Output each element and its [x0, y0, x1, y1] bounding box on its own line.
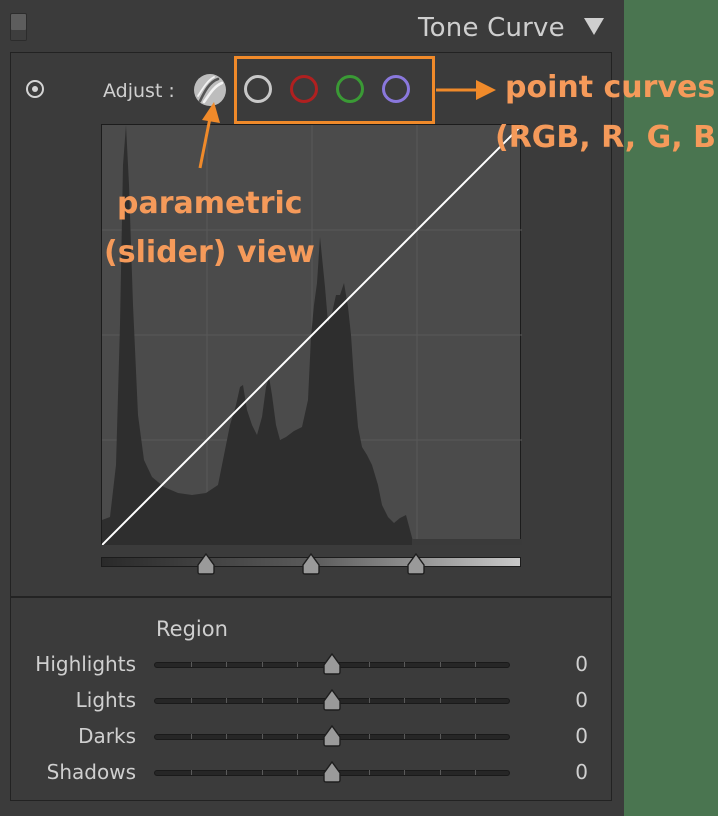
slider-tick	[190, 734, 192, 739]
point-curves-annotation: point curves	[505, 70, 716, 105]
slider-tick	[226, 698, 228, 703]
slider-tick	[368, 698, 370, 703]
slider-tick	[190, 662, 192, 667]
slider-tick	[297, 662, 299, 667]
slider-tick	[475, 734, 477, 739]
histogram-tail	[412, 539, 522, 545]
section-divider	[10, 596, 612, 598]
triangle-down-icon[interactable]	[584, 18, 604, 35]
slider-tick	[297, 698, 299, 703]
slider-tick	[368, 770, 370, 775]
region-slider-value: 0	[575, 724, 588, 748]
region-slider-row: Darks 0	[0, 722, 624, 752]
slider-tick	[368, 734, 370, 739]
slider-tick	[404, 734, 406, 739]
slider-tick	[475, 770, 477, 775]
region-slider-label: Shadows	[46, 760, 136, 784]
slider-view-annotation: (slider) view	[104, 235, 315, 270]
region-slider-value: 0	[575, 760, 588, 784]
slider-tick	[439, 662, 441, 667]
slider-tick	[475, 662, 477, 667]
region-title: Region	[156, 617, 228, 641]
slider-tick	[475, 698, 477, 703]
slider-tick	[439, 698, 441, 703]
target-adjust-icon[interactable]	[26, 80, 44, 98]
region-slider-thumb[interactable]	[321, 688, 343, 711]
panel-toggle-switch[interactable]	[10, 13, 27, 41]
slider-tick	[297, 770, 299, 775]
slider-tick	[226, 770, 228, 775]
region-slider-value: 0	[575, 652, 588, 676]
region-slider-row: Shadows 0	[0, 758, 624, 788]
slider-tick	[368, 662, 370, 667]
panel-header[interactable]: Tone Curve	[0, 0, 624, 52]
slider-tick	[439, 770, 441, 775]
region-slider-label: Highlights	[35, 652, 136, 676]
point-curve-red-icon[interactable]	[290, 75, 318, 103]
split-point-thumb[interactable]	[405, 552, 427, 575]
slider-tick	[439, 734, 441, 739]
region-slider-thumb[interactable]	[321, 724, 343, 747]
adjust-label: Adjust :	[103, 80, 175, 102]
point-curve-blue-icon[interactable]	[382, 75, 410, 103]
parametric-curve-icon[interactable]	[194, 74, 226, 106]
slider-tick	[404, 698, 406, 703]
slider-tick	[404, 662, 406, 667]
slider-tick	[297, 734, 299, 739]
slider-tick	[190, 770, 192, 775]
tone-curve-graph[interactable]	[101, 124, 522, 545]
parametric-annotation: parametric	[117, 186, 303, 221]
point-curves-callout-box	[234, 56, 435, 124]
slider-tick	[190, 698, 192, 703]
panel-title: Tone Curve	[418, 13, 565, 43]
slider-tick	[226, 734, 228, 739]
split-point-thumb[interactable]	[195, 552, 217, 575]
tone-curve-line	[102, 125, 522, 545]
histogram	[102, 125, 414, 545]
slider-tick	[226, 662, 228, 667]
point-curve-green-icon[interactable]	[336, 75, 364, 103]
slider-tick	[404, 770, 406, 775]
point-curves-channels-annotation: (RGB, R, G, B)	[495, 120, 718, 155]
region-slider-label: Lights	[75, 688, 136, 712]
region-slider-row: Highlights 0	[0, 650, 624, 680]
region-slider-thumb[interactable]	[321, 760, 343, 783]
tone-curve-panel: Tone Curve Adjust :	[0, 0, 624, 816]
slider-tick	[261, 662, 263, 667]
split-point-thumb[interactable]	[300, 552, 322, 575]
region-slider-thumb[interactable]	[321, 652, 343, 675]
point-curve-rgb-icon[interactable]	[244, 75, 272, 103]
slider-tick	[261, 734, 263, 739]
slider-tick	[261, 770, 263, 775]
region-slider-label: Darks	[78, 724, 136, 748]
region-slider-value: 0	[575, 688, 588, 712]
region-slider-row: Lights 0	[0, 686, 624, 716]
slider-tick	[261, 698, 263, 703]
